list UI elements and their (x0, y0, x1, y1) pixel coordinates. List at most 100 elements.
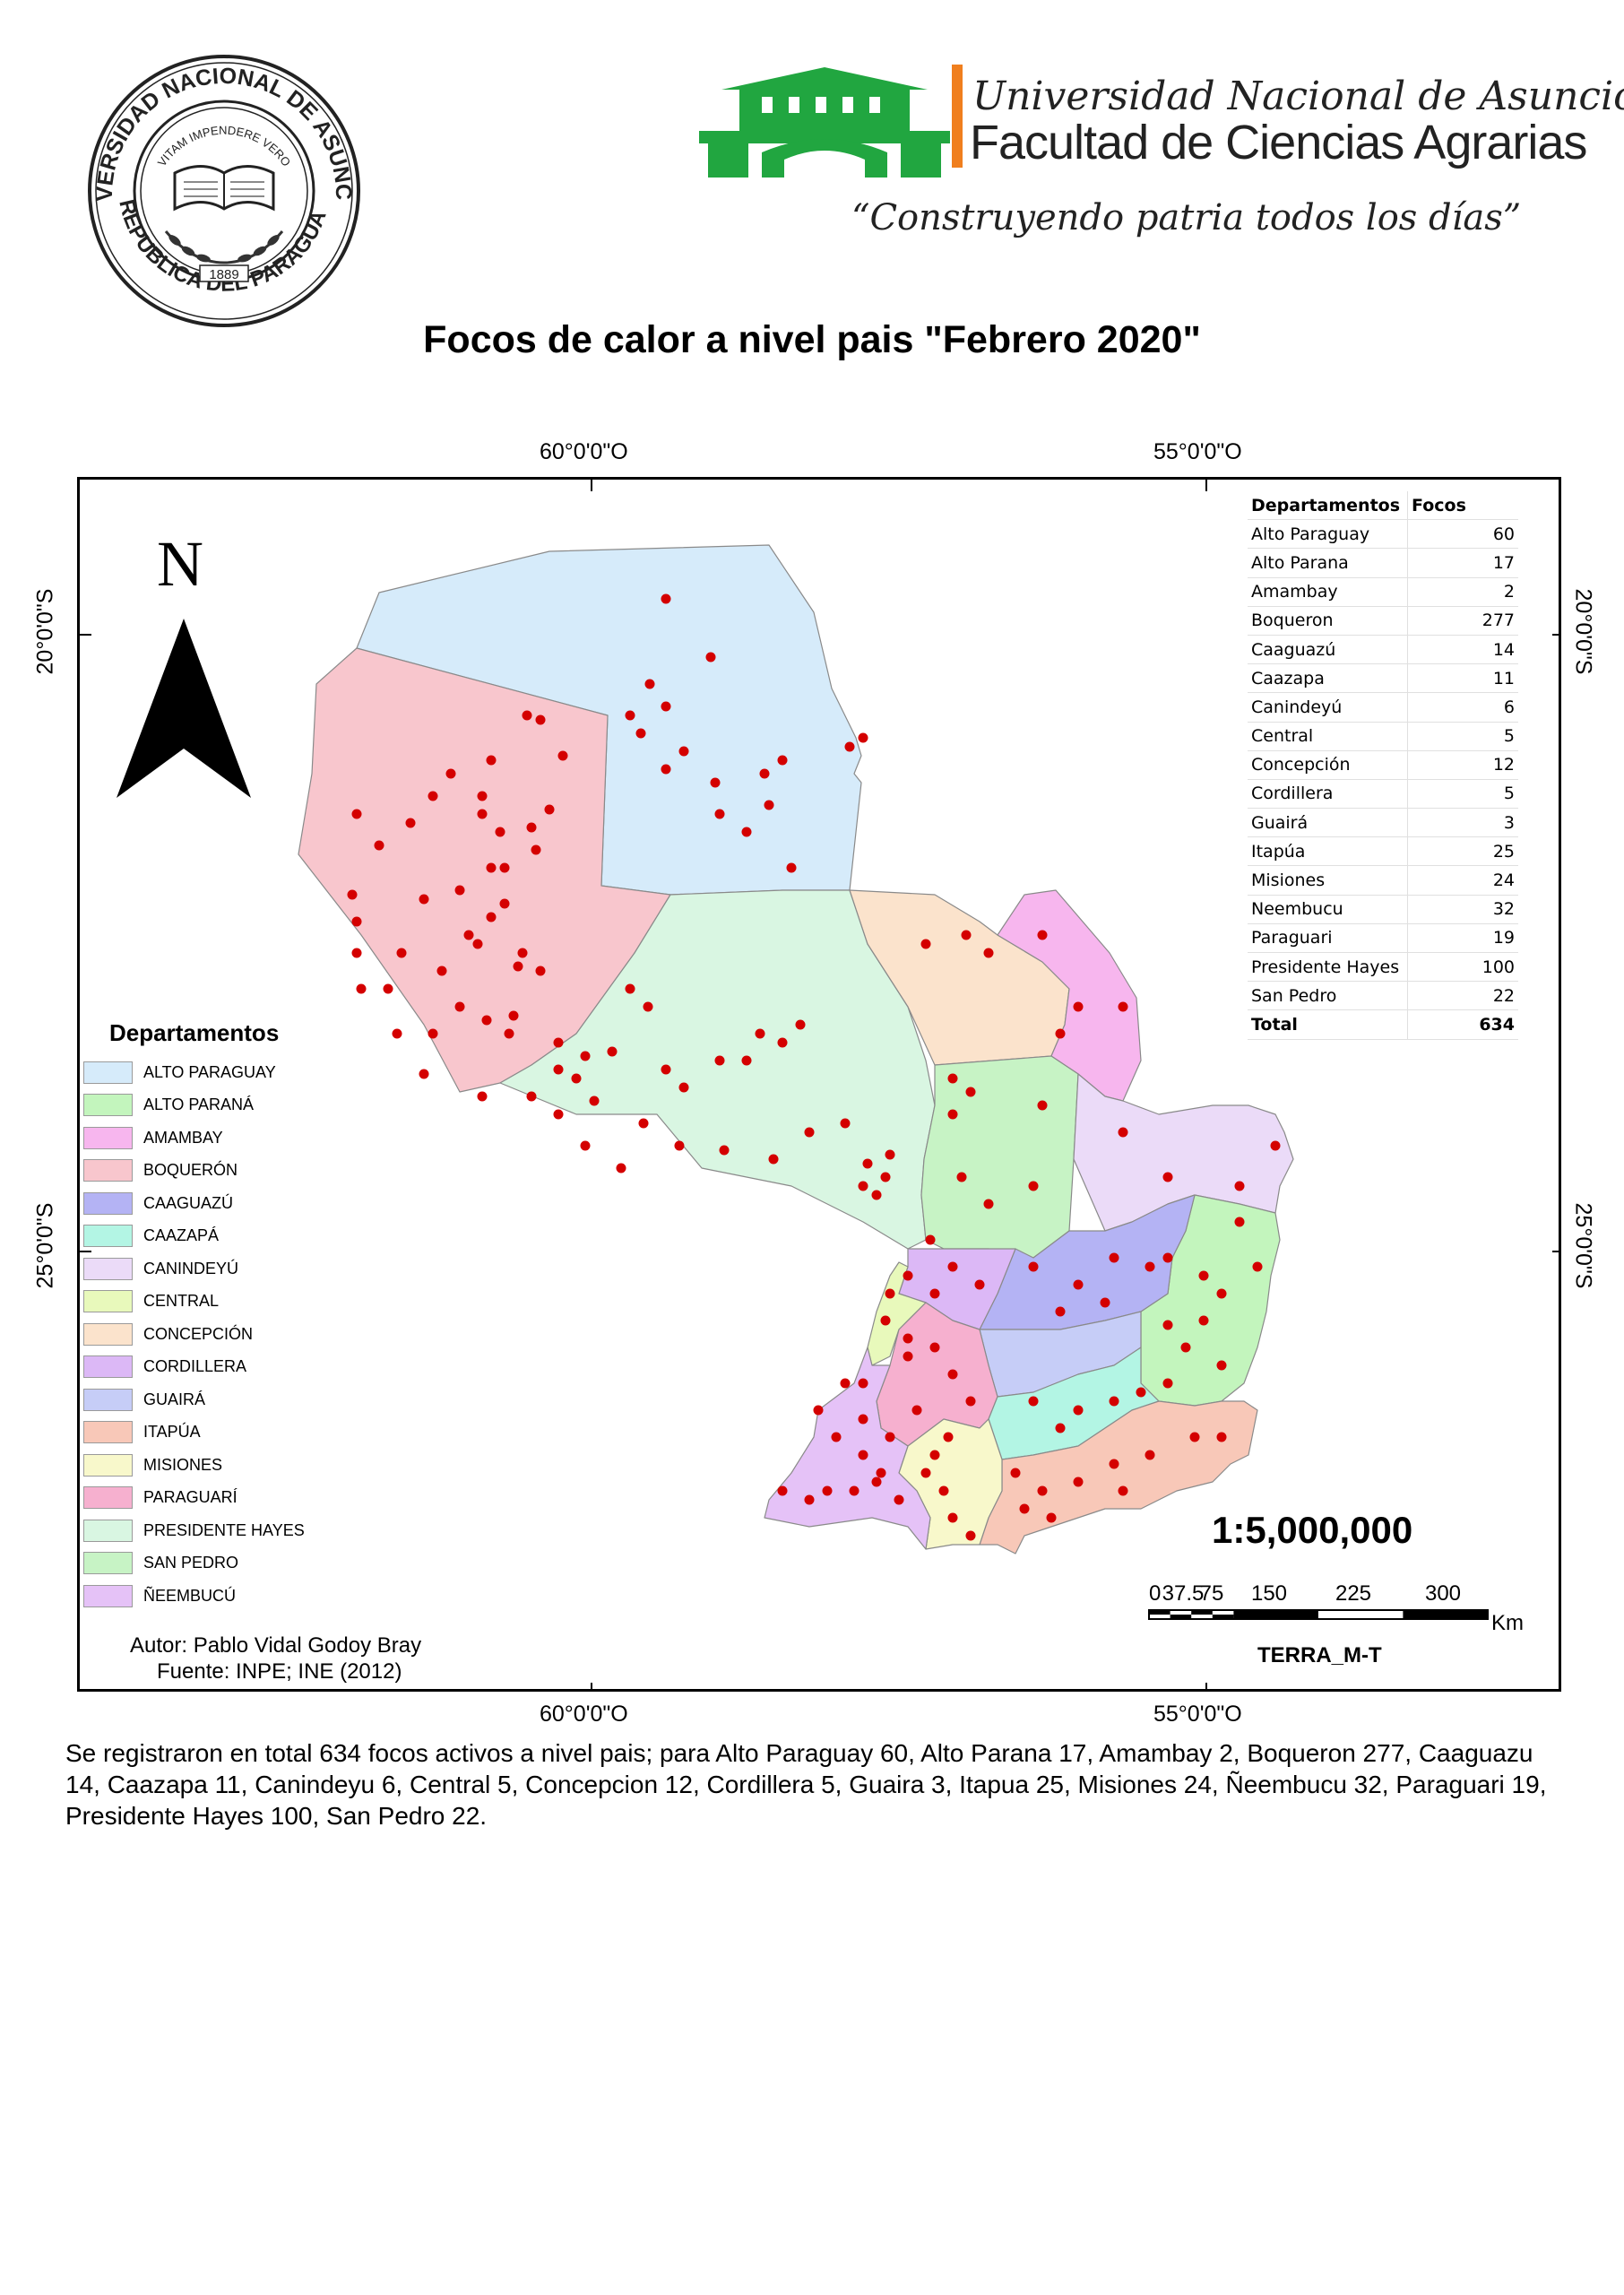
fire-hotspot (661, 593, 671, 604)
legend-item: ITAPÚA (83, 1416, 352, 1450)
seal-year: 1889 (209, 267, 238, 282)
fire-hotspot (1073, 1279, 1084, 1290)
region-san-pedro (920, 1055, 1079, 1259)
fire-hotspot (1162, 1378, 1173, 1389)
legend-label: ALTO PARANÁ (143, 1096, 255, 1114)
table-dept-name: San Pedro (1248, 981, 1408, 1011)
fire-hotspot (486, 755, 497, 766)
table-row: Itapúa 25 (1248, 836, 1518, 867)
slogan: “Construyendo patria todos los días” (851, 197, 1522, 238)
fire-hotspot (876, 1468, 886, 1478)
fire-hotspot (929, 1450, 940, 1460)
fire-hotspot (885, 1432, 895, 1442)
legend-item: CANINDEYÚ (83, 1252, 352, 1286)
fire-hotspot (1216, 1432, 1227, 1442)
table-dept-name: Concepción (1248, 750, 1408, 780)
fire-hotspot (419, 894, 429, 905)
university-name: Universidad Nacional de Asunción (972, 74, 1624, 119)
legend-swatch (83, 1225, 133, 1248)
legend-label: ALTO PARAGUAY (143, 1062, 276, 1081)
legend-swatch (83, 1257, 133, 1280)
fire-hotspot (472, 939, 483, 949)
fire-hotspot (1118, 1001, 1128, 1012)
scale-tick-label: 37.5 (1162, 1581, 1205, 1606)
fire-hotspot (1162, 1252, 1173, 1263)
fire-hotspot (1198, 1315, 1209, 1326)
table-row: Alto Parana 17 (1248, 548, 1518, 578)
fire-hotspot (947, 1261, 958, 1272)
fire-hotspot (1234, 1181, 1245, 1191)
sensor-label: TERRA_M-T (1257, 1643, 1382, 1667)
legend-item: ÑEEMBUCÚ (83, 1580, 352, 1613)
fire-hotspot (786, 862, 797, 873)
fire-hotspot (1270, 1140, 1281, 1151)
fire-hotspot (858, 1450, 868, 1460)
fire-hotspot (840, 1118, 851, 1129)
fire-hotspot (1145, 1450, 1155, 1460)
fire-hotspot (1046, 1512, 1057, 1523)
scale-unit: Km (1491, 1611, 1524, 1635)
lat-label-lower-left: 25°0'0"S (32, 1202, 58, 1289)
legend-label: MISIONES (143, 1455, 223, 1474)
legend-item: SAN PEDRO (83, 1547, 352, 1581)
scale-tick-label: 300 (1425, 1581, 1461, 1606)
table-dept-name: Caaguazú (1248, 635, 1408, 665)
fire-hotspot (1073, 1477, 1084, 1487)
faculty-name: Facultad de Ciencias Agrarias (970, 116, 1587, 169)
table-row: Canindeyú 6 (1248, 692, 1518, 723)
fire-hotspot (1055, 1423, 1066, 1433)
fire-hotspots (347, 593, 1281, 1541)
fire-hotspot (929, 1288, 940, 1299)
fire-hotspot (544, 804, 555, 815)
fire-hotspot (638, 1118, 649, 1129)
fire-hotspot (1136, 1387, 1146, 1398)
table-row: Presidente Hayes 100 (1248, 952, 1518, 983)
table-header-dept: Departamentos (1248, 491, 1408, 521)
table-header-row: Departamentos Focos (1248, 491, 1518, 521)
fire-hotspot (1055, 1028, 1066, 1039)
table-row: Caazapa 11 (1248, 663, 1518, 694)
fire-hotspot (589, 1096, 600, 1106)
fire-hotspot (804, 1494, 815, 1505)
fire-hotspot (661, 764, 671, 775)
fire-hotspot (396, 948, 407, 958)
table-dept-name: Neembucu (1248, 895, 1408, 924)
legend-item: PRESIDENTE HAYES (83, 1514, 352, 1547)
table-row: Amambay 2 (1248, 577, 1518, 607)
region-central (867, 1261, 927, 1366)
table-focos-value: 17 (1407, 548, 1518, 578)
table-total-value: 634 (1407, 1009, 1518, 1040)
fire-hotspot (463, 930, 474, 940)
table-focos-value: 22 (1407, 981, 1518, 1011)
legend-label: CANINDEYÚ (143, 1259, 239, 1277)
table-row: Alto Paraguay 60 (1248, 519, 1518, 550)
scale-bar: 0 37.575 150 225 300 Km (1148, 1581, 1524, 1635)
fire-hotspot (831, 1432, 842, 1442)
fire-hotspot (983, 1199, 994, 1209)
fire-hotspot (526, 1091, 537, 1102)
fire-hotspot (1145, 1261, 1155, 1272)
table-dept-name: Guairá (1248, 808, 1408, 838)
lon-label-top-left: 60°0'0"O (540, 439, 628, 464)
fire-hotspot (405, 818, 416, 828)
fire-hotspot (903, 1333, 913, 1344)
fire-hotspot (643, 1001, 653, 1012)
map-title: Focos de calor a nivel pais "Febrero 202… (423, 318, 1201, 361)
fire-hotspot (885, 1288, 895, 1299)
logo-divider (952, 65, 963, 168)
lat-label-upper-right: 20°0'0"S (1570, 588, 1596, 675)
fire-hotspot (929, 1342, 940, 1353)
fire-hotspot (535, 714, 546, 725)
fire-hotspot (1252, 1261, 1263, 1272)
fire-hotspot (844, 741, 855, 752)
scale-tick-label: 225 (1335, 1581, 1371, 1606)
fire-hotspot (894, 1494, 904, 1505)
fire-hotspot (903, 1270, 913, 1281)
scale-ratio: 1:5,000,000 (1212, 1509, 1413, 1551)
fire-hotspot (871, 1477, 882, 1487)
table-dept-name: Presidente Hayes (1248, 952, 1408, 983)
lat-label-upper-left: 20°0'0"S (32, 588, 58, 675)
table-focos-value: 19 (1407, 923, 1518, 954)
table-dept-name: Cordillera (1248, 779, 1408, 810)
legend-item: CORDILLERA (83, 1351, 352, 1384)
